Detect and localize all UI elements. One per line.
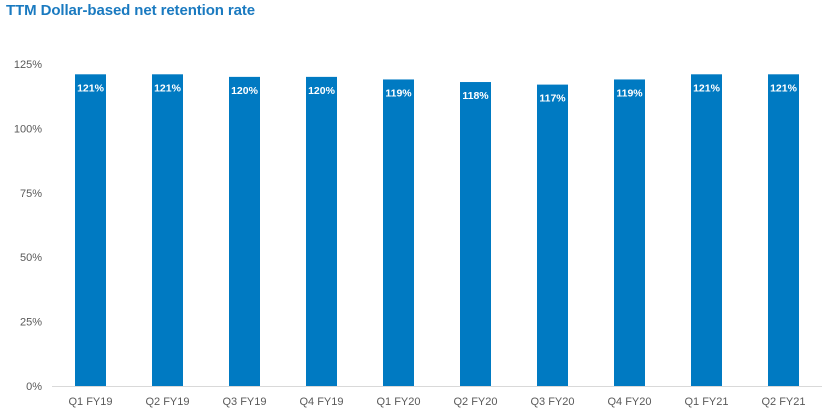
bar — [383, 79, 414, 387]
x-category-label: Q1 FY19 — [68, 396, 112, 408]
y-tick-label: 125% — [14, 59, 42, 71]
bar-data-label: 119% — [616, 87, 643, 99]
bar — [691, 74, 722, 386]
bars — [75, 74, 799, 387]
y-tick-label: 25% — [20, 317, 42, 329]
bar — [768, 74, 799, 386]
bar-data-label: 121% — [154, 82, 182, 94]
bar-data-label: 121% — [770, 82, 798, 94]
x-category-label: Q3 FY20 — [530, 396, 574, 408]
x-category-label: Q1 FY21 — [684, 396, 728, 408]
bar — [537, 84, 568, 386]
bar — [75, 74, 106, 386]
bar — [306, 76, 337, 386]
bar-data-label: 121% — [693, 82, 721, 94]
bar — [460, 82, 491, 387]
x-category-label: Q2 FY20 — [453, 396, 497, 408]
bar-data-label: 118% — [462, 90, 489, 102]
bar-data-label: 121% — [77, 82, 105, 94]
y-tick-label: 100% — [14, 123, 42, 135]
y-tick-label: 0% — [26, 381, 42, 393]
x-category-label: Q4 FY19 — [299, 396, 343, 408]
y-tick-label: 50% — [20, 252, 42, 264]
bar-data-label: 119% — [385, 87, 412, 99]
x-category-label: Q2 FY19 — [145, 396, 189, 408]
x-category-label: Q2 FY21 — [761, 396, 805, 408]
x-category-label: Q1 FY20 — [376, 396, 420, 408]
x-category-label: Q4 FY20 — [607, 396, 651, 408]
bar — [614, 79, 645, 387]
bar — [152, 74, 183, 386]
bar-data-label: 120% — [231, 85, 259, 97]
bar-data-label: 117% — [539, 93, 566, 105]
bar-data-label: 120% — [308, 85, 336, 97]
bar — [229, 76, 260, 386]
data-labels: 121% 121% 120% 120% 119% 118% 117% 119% 121% 121% — [77, 82, 798, 104]
y-tick-label: 75% — [20, 188, 42, 200]
y-axis-ticks: 0% 25% 50% 75% 100% 125% — [14, 59, 42, 393]
chart-title: TTM Dollar-based net retention rate — [6, 2, 256, 19]
x-axis-labels: Q1 FY19 Q2 FY19 Q3 FY19 Q4 FY19 Q1 FY20 Q2 FY… — [68, 396, 805, 408]
x-category-label: Q3 FY19 — [222, 396, 266, 408]
